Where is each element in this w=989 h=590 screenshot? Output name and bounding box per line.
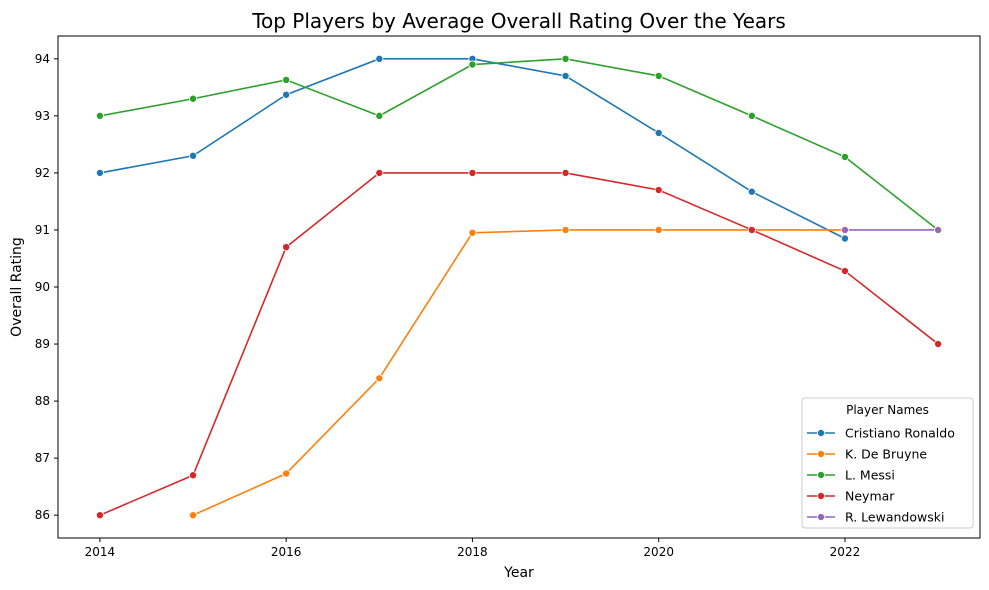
data-point xyxy=(747,111,756,120)
legend-item: L. Messi xyxy=(807,468,895,483)
legend-item: Neymar xyxy=(807,489,895,504)
data-point xyxy=(282,75,291,84)
legend-item: K. De Bruyne xyxy=(807,447,927,462)
data-point xyxy=(840,225,849,234)
x-axis-label: Year xyxy=(503,565,534,581)
series-line xyxy=(99,58,939,231)
data-point xyxy=(95,168,104,177)
data-point xyxy=(282,469,291,478)
data-point xyxy=(189,94,198,103)
data-point xyxy=(189,511,198,520)
y-tick-label: 90 xyxy=(35,280,50,294)
x-tick-label: 2022 xyxy=(830,545,861,559)
legend-marker xyxy=(817,428,826,437)
y-axis-label: Overall Rating xyxy=(9,237,25,337)
data-point xyxy=(375,54,384,63)
y-tick-label: 94 xyxy=(35,52,50,66)
data-point xyxy=(375,374,384,383)
data-point xyxy=(375,111,384,120)
x-tick-label: 2020 xyxy=(643,545,674,559)
plot-frame xyxy=(57,35,981,539)
series-line xyxy=(99,172,939,516)
data-point xyxy=(654,186,663,195)
data-point xyxy=(375,168,384,177)
legend-label: R. Lewandowski xyxy=(845,510,944,525)
data-point xyxy=(561,54,570,63)
series-4 xyxy=(840,225,943,234)
y-tick-label: 88 xyxy=(35,394,50,408)
data-point xyxy=(840,267,849,276)
legend: Player Names Cristiano Ronaldo K. De Bruyn… xyxy=(801,397,974,529)
data-point xyxy=(654,71,663,80)
data-point xyxy=(95,111,104,120)
data-point xyxy=(282,243,291,252)
axes-layer: 2014 2016 2018 2020 2022 86 87 88 89 90 91 92 93 94 xyxy=(35,52,861,559)
y-tick-label: 87 xyxy=(35,451,50,465)
legend-item: Cristiano Ronaldo xyxy=(807,426,955,441)
y-tick-label: 93 xyxy=(35,109,50,123)
legend-label: L. Messi xyxy=(845,468,895,483)
legend-box xyxy=(801,397,974,529)
data-point xyxy=(934,340,943,349)
legend-marker xyxy=(817,491,826,500)
data-point xyxy=(654,128,663,137)
legend-label: K. De Bruyne xyxy=(845,447,927,462)
legend-label: Cristiano Ronaldo xyxy=(845,426,955,441)
series-3 xyxy=(95,168,943,520)
series-line xyxy=(192,229,845,516)
y-tick-label: 91 xyxy=(35,223,50,237)
data-point xyxy=(561,168,570,177)
data-point xyxy=(468,168,477,177)
data-point xyxy=(468,228,477,237)
data-point xyxy=(654,225,663,234)
legend-marker xyxy=(817,513,826,522)
data-point xyxy=(747,187,756,196)
legend-item: R. Lewandowski xyxy=(807,510,944,525)
data-point xyxy=(747,225,756,234)
legend-title: Player Names xyxy=(846,403,929,417)
data-point xyxy=(189,151,198,160)
y-tick-label: 86 xyxy=(35,508,50,522)
legend-marker xyxy=(817,470,826,479)
data-point xyxy=(840,234,849,243)
data-point xyxy=(840,152,849,161)
data-point xyxy=(561,71,570,80)
data-point xyxy=(95,511,104,520)
x-tick-label: 2018 xyxy=(457,545,488,559)
legend-marker xyxy=(817,449,826,458)
series-0 xyxy=(95,54,849,243)
y-tick-label: 92 xyxy=(35,166,50,180)
data-point xyxy=(468,60,477,69)
y-tick-label: 89 xyxy=(35,337,50,351)
data-point xyxy=(934,225,943,234)
data-point xyxy=(282,90,291,99)
chart-title: Top Players by Average Overall Rating Ov… xyxy=(251,9,786,33)
data-point xyxy=(561,225,570,234)
x-tick-label: 2016 xyxy=(271,545,302,559)
x-tick-label: 2014 xyxy=(85,545,116,559)
series-layer xyxy=(95,54,943,520)
legend-label: Neymar xyxy=(845,489,895,504)
data-point xyxy=(189,471,198,480)
